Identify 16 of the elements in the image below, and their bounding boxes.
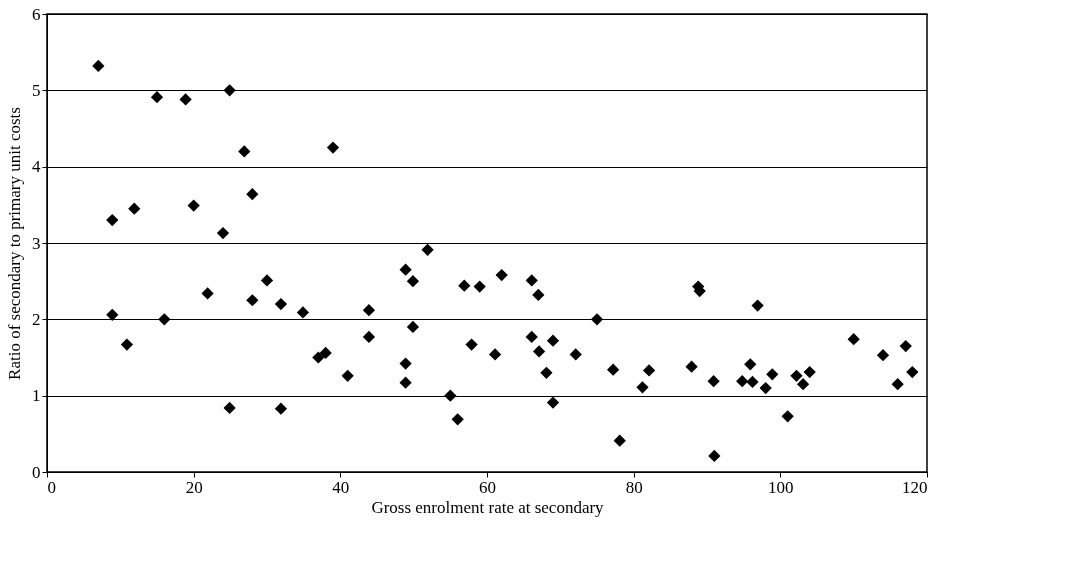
y-axis-title: Ratio of secondary to primary unit costs <box>5 107 24 380</box>
y-tick-label: 1 <box>32 386 41 406</box>
y-tick-label: 4 <box>32 157 41 177</box>
y-tick-label: 3 <box>32 233 41 253</box>
x-tick-label: 20 <box>185 477 203 497</box>
y-tick-label: 6 <box>32 4 41 24</box>
x-tick-label: 60 <box>479 477 496 497</box>
x-tick-label: 120 <box>902 477 928 497</box>
x-tick-label: 100 <box>768 477 794 497</box>
x-tick-label: 80 <box>625 477 643 497</box>
x-axis-title: Gross enrolment rate at secondary <box>371 497 605 517</box>
y-tick-label: 5 <box>32 80 41 100</box>
y-tick-label: 0 <box>32 462 41 482</box>
y-tick-label: 2 <box>32 309 41 329</box>
x-tick-label: 0 <box>47 477 56 497</box>
x-tick-label: 40 <box>332 477 350 497</box>
